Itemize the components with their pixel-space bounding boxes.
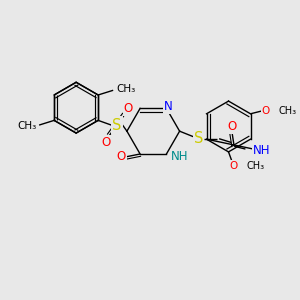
Text: CH₃: CH₃ [279, 106, 297, 116]
Text: N: N [164, 100, 173, 113]
Text: S: S [194, 131, 203, 146]
Text: O: O [229, 161, 237, 171]
Text: O: O [261, 106, 270, 116]
Text: CH₃: CH₃ [116, 84, 135, 94]
Text: O: O [117, 150, 126, 163]
Text: NH: NH [171, 150, 189, 163]
Text: CH₃: CH₃ [246, 161, 265, 171]
Text: O: O [101, 136, 110, 148]
Text: O: O [228, 120, 237, 133]
Text: NH: NH [253, 144, 271, 158]
Text: S: S [112, 118, 122, 133]
Text: CH₃: CH₃ [17, 121, 36, 131]
Text: O: O [124, 102, 133, 115]
